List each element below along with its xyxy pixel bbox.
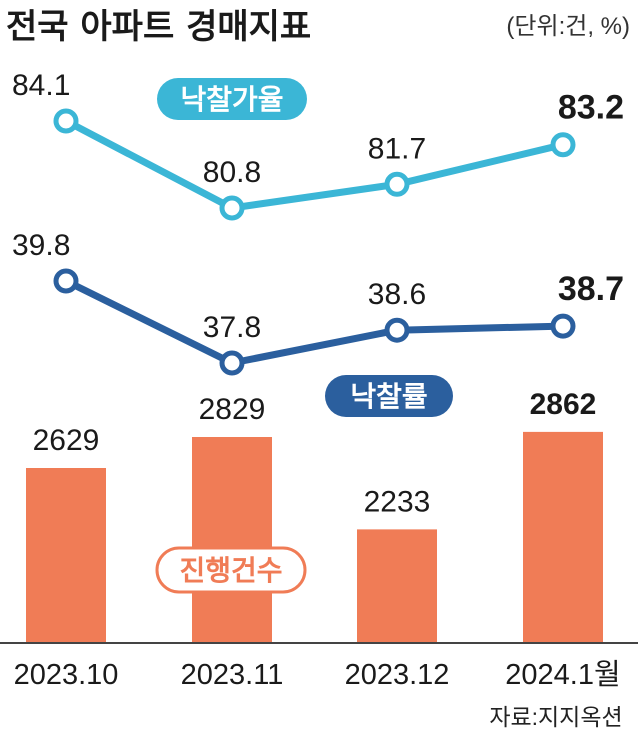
bid-rate-value-label-2: 81.7 xyxy=(368,132,426,165)
success-rate-point-3 xyxy=(550,313,576,339)
x-tick-label-2: 2023.12 xyxy=(345,659,450,691)
source-label: 자료:지지옥션 xyxy=(489,704,622,730)
bid-rate-point-2 xyxy=(384,171,410,197)
bid-rate-value-label-3: 83.2 xyxy=(558,89,624,127)
success-rate-value-label-1: 37.8 xyxy=(203,311,261,344)
bar-0 xyxy=(26,468,106,643)
success-rate-point-0 xyxy=(53,268,79,294)
bid-rate-point-1 xyxy=(219,195,245,221)
bid-rate-value-label-0: 84.1 xyxy=(12,69,70,102)
x-axis: 2023.10 2023.11 2023.12 2024.1월 xyxy=(14,658,621,691)
bar-value-label-1: 2829 xyxy=(199,393,266,426)
case-count-badge xyxy=(155,546,307,594)
bar-2 xyxy=(357,529,437,643)
bar-series: 2629 2829 2233 2862 xyxy=(0,388,638,644)
success-rate-point-2 xyxy=(384,317,410,343)
bar-1 xyxy=(192,437,272,643)
bid-rate-point-0 xyxy=(53,108,79,134)
chart-title: 전국 아파트 경매지표 xyxy=(6,7,311,47)
success-rate-value-label-2: 38.6 xyxy=(368,278,426,311)
bar-value-label-2: 2233 xyxy=(364,485,431,518)
case-count-badge-label: 진행건수 xyxy=(179,554,282,587)
bar-value-label-0: 2629 xyxy=(33,424,100,457)
success-rate-badge-label: 낙찰률 xyxy=(350,380,427,413)
success-rate-value-label-0: 39.8 xyxy=(12,229,70,262)
success-rate-badge xyxy=(325,375,453,417)
bid-rate-badge xyxy=(157,78,307,120)
bid-rate-value-label-1: 80.8 xyxy=(203,156,261,189)
unit-label: (단위:건, %) xyxy=(506,13,630,40)
bar-value-label-3: 2862 xyxy=(530,388,597,421)
success-rate-value-label-3: 38.7 xyxy=(558,270,624,308)
bid-rate-line xyxy=(62,117,567,212)
success-rate-line xyxy=(62,277,567,367)
success-rate-point-1 xyxy=(219,350,245,376)
line-series: 84.1 80.8 81.7 83.2 39.8 37.8 38.6 38.7 xyxy=(12,69,624,376)
bid-rate-badge-label: 낙찰가율 xyxy=(180,83,283,116)
bid-rate-point-3 xyxy=(550,132,576,158)
bar-3 xyxy=(523,431,603,643)
x-tick-label-0: 2023.10 xyxy=(14,659,119,691)
x-tick-label-3: 2024.1월 xyxy=(505,658,620,691)
x-tick-label-1: 2023.11 xyxy=(181,659,284,691)
